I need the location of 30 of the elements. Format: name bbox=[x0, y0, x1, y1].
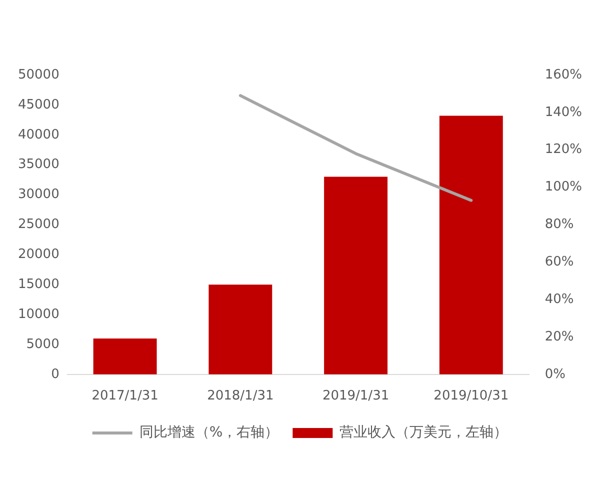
y-tick-label: 45000 bbox=[18, 97, 60, 112]
y-tick-label: 40000 bbox=[18, 127, 60, 142]
legend-label: 同比增速（%，右轴） bbox=[139, 424, 279, 441]
y2-tick-label: 140% bbox=[544, 104, 582, 120]
y-tick-label: 35000 bbox=[18, 157, 60, 172]
y2-tick-label: 60% bbox=[544, 254, 574, 270]
bar bbox=[208, 284, 272, 374]
y-tick-label: 20000 bbox=[18, 247, 60, 262]
y2-tick-label: 160% bbox=[544, 67, 582, 82]
y2-tick-label: 0% bbox=[544, 366, 566, 382]
y-tick-label: 50000 bbox=[18, 67, 60, 82]
x-tick-label: 2018/1/31 bbox=[207, 388, 274, 404]
y-tick-label: 30000 bbox=[18, 187, 60, 202]
y-tick-label: 25000 bbox=[18, 217, 60, 232]
y-tick-label: 15000 bbox=[18, 276, 60, 292]
y2-tick-label: 40% bbox=[544, 292, 574, 307]
y2-tick-label: 100% bbox=[544, 180, 582, 195]
y2-tick-label: 80% bbox=[544, 217, 574, 232]
y-tick-label: 0 bbox=[51, 366, 60, 382]
x-tick-label: 2017/1/31 bbox=[92, 388, 158, 404]
legend-label: 营业收入（万美元，左轴） bbox=[340, 424, 508, 441]
x-tick-label: 2019/10/31 bbox=[434, 388, 509, 404]
bar bbox=[93, 338, 157, 374]
bar bbox=[439, 116, 503, 374]
bar bbox=[324, 176, 388, 374]
y-tick-label: 10000 bbox=[18, 306, 60, 322]
y2-tick-label: 120% bbox=[544, 142, 582, 158]
x-tick-label: 2019/1/31 bbox=[322, 388, 390, 404]
y2-tick-label: 20% bbox=[544, 329, 574, 344]
y-tick-label: 5000 bbox=[26, 336, 60, 352]
